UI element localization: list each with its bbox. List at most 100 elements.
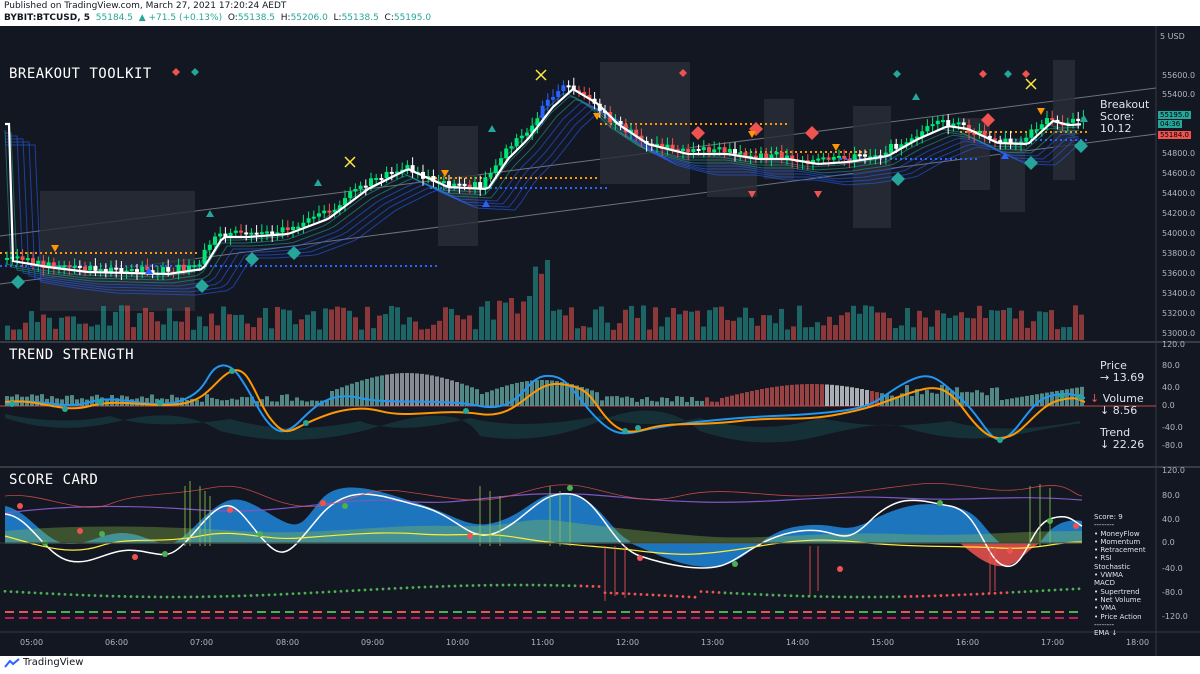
chart-canvas[interactable]: [0, 26, 1200, 656]
score-dot: [543, 583, 547, 587]
score-dot: [3, 589, 7, 593]
score-dot: [459, 584, 463, 588]
trend-bar: [560, 381, 564, 406]
candle-body: [254, 232, 259, 235]
candle-body: [904, 142, 909, 145]
chart-area[interactable]: BREAKOUT TOOLKIT TREND STRENGTH SCORE CA…: [0, 26, 1200, 656]
score-dot: [891, 595, 895, 599]
trend-bar: [670, 401, 674, 406]
candle-body: [457, 183, 462, 186]
candle-body: [972, 132, 977, 135]
symbol-label[interactable]: BYBIT:BTCUSD, 5: [4, 13, 91, 23]
volume-bar: [797, 305, 802, 340]
trend-bar: [280, 394, 284, 406]
score-dot: [675, 594, 679, 598]
volume-bar: [515, 313, 520, 340]
trend-bar: [805, 384, 809, 406]
candle-body: [779, 152, 784, 159]
volume-bar: [383, 314, 388, 340]
volume-bar: [1049, 310, 1054, 340]
volume-bar: [215, 325, 220, 340]
trend-bar: [855, 388, 859, 406]
volume-bar: [983, 318, 988, 340]
trend-bar: [410, 373, 414, 406]
trend-bar: [475, 389, 479, 406]
volume-bar: [527, 296, 532, 340]
axis-tick-label: -120.0: [1162, 612, 1188, 621]
trend-bar: [390, 373, 394, 406]
score-dot: [1065, 587, 1069, 591]
trend-bar: [270, 401, 274, 406]
candle-body: [306, 218, 311, 223]
score-dot: [729, 591, 733, 595]
trend-bar: [225, 400, 229, 406]
last-price: 55184.5: [95, 13, 133, 23]
volume-bar: [257, 317, 262, 340]
score-dot: [351, 589, 355, 592]
candle-body: [993, 138, 997, 141]
score-marker-dot: [162, 551, 168, 557]
axis-tick-label: 53800.0: [1162, 249, 1196, 258]
volume-bar: [749, 317, 754, 340]
axis-tick-label: 53400.0: [1162, 289, 1196, 298]
trend-bar: [775, 386, 779, 406]
trend-bar: [385, 374, 389, 406]
trend-bar: [550, 380, 554, 406]
trend-dot: [1059, 393, 1065, 399]
open-value: 55138.5: [237, 13, 276, 23]
trend-bar: [415, 373, 419, 406]
volume-bar: [47, 317, 52, 340]
volume-bar: [1079, 314, 1084, 340]
candlesticks[interactable]: [5, 77, 1086, 281]
score-legend-item: • Net Volume: [1094, 595, 1141, 604]
candle-body: [275, 232, 280, 235]
candle-body: [535, 118, 540, 126]
volume-bar: [299, 319, 304, 340]
signal-triangle: [748, 131, 756, 138]
score-dot: [153, 595, 157, 599]
volume-bar: [23, 322, 28, 340]
score-marker-dot: [1007, 548, 1013, 554]
volume-bar: [755, 325, 760, 340]
volume-bar: [281, 309, 286, 340]
candle-body: [405, 165, 410, 170]
ema-white-line[interactable]: [5, 87, 1082, 275]
tradingview-logo[interactable]: TradingView: [4, 657, 83, 668]
score-dot: [135, 595, 139, 599]
volume-bar: [743, 307, 748, 340]
trend-trend-readout: Trend ↓ 22.26: [1100, 427, 1144, 451]
trend-trend-label: Trend: [1100, 426, 1131, 439]
trend-bar: [150, 394, 154, 406]
candle-body: [733, 149, 737, 154]
trend-bar: [1030, 395, 1034, 406]
candle-body: [431, 176, 436, 182]
score-dot: [315, 591, 319, 594]
axis-tick-label: 07:00: [190, 638, 214, 647]
pane-title-breakout-toolkit: BREAKOUT TOOLKIT: [9, 66, 152, 82]
candle-body: [207, 244, 212, 250]
volume-bar: [1031, 321, 1036, 340]
axis-tick-label: 05:00: [20, 638, 44, 647]
ohlc-line: BYBIT:BTCUSD, 5 55184.5 ▲ +71.5 (+0.13%)…: [4, 13, 431, 23]
candle-body: [956, 122, 961, 125]
trend-bar: [200, 401, 204, 406]
score-dot: [165, 595, 169, 599]
signal-markers: [11, 68, 1088, 293]
score-dot: [951, 593, 955, 597]
trend-bar: [485, 392, 489, 406]
volume-bar: [95, 324, 100, 340]
score-dot: [573, 584, 577, 588]
currency-label[interactable]: 5 USD: [1160, 32, 1185, 41]
candle-body: [301, 222, 306, 227]
trend-bar: [375, 376, 379, 406]
marker-price-tag: 55184.0: [1158, 131, 1191, 139]
score-dot: [549, 583, 553, 587]
volume-bar: [575, 328, 580, 340]
candle-body: [109, 267, 113, 273]
score-dot: [783, 594, 787, 597]
volume-bar: [41, 314, 46, 340]
score-dot: [597, 585, 601, 588]
volume-bar: [581, 326, 586, 340]
score-legend-item: MACD: [1094, 579, 1115, 588]
trend-bar: [1005, 399, 1009, 406]
